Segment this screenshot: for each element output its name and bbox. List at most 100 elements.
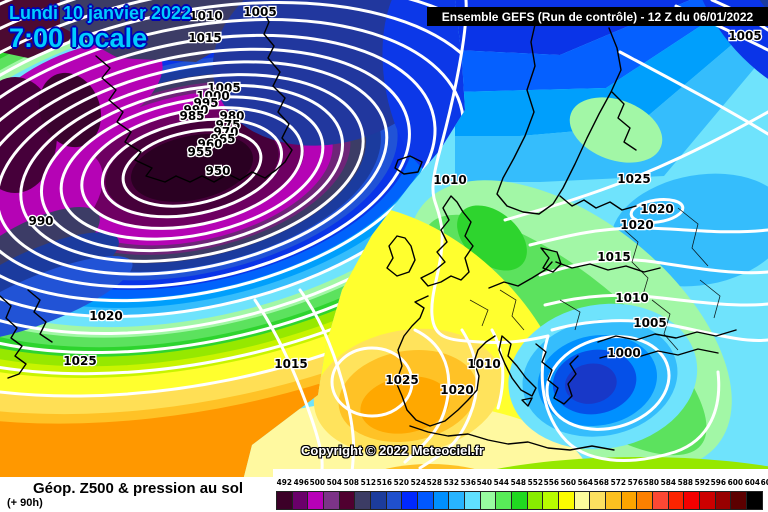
colorbar-value: 496: [293, 478, 309, 487]
pressure-label: 1025: [385, 373, 418, 387]
colorbar-value: 580: [644, 478, 660, 487]
pressure-label: 955: [187, 145, 212, 159]
product-legend-box: Géop. Z500 & pression au sol (+ 90h): [0, 477, 273, 512]
colorbar-value: 508: [343, 478, 359, 487]
colorbar-swatch: [465, 492, 481, 509]
pressure-label: 975: [215, 118, 240, 132]
pressure-label: 950: [205, 164, 230, 178]
pressure-label: 995: [193, 96, 218, 110]
colorbar-value: 528: [426, 478, 443, 487]
pressure-label: 1020: [620, 218, 653, 232]
run-info-text: Ensemble GEFS (Run de contrôle) - 12 Z d…: [441, 9, 754, 24]
colorbar-value: 516: [376, 478, 393, 487]
pressure-label: 980: [219, 109, 244, 123]
pressure-label: 990: [183, 103, 208, 117]
pressure-label: 1010: [467, 357, 500, 371]
colorbar-value: 524: [410, 478, 426, 487]
pressure-label: 1020: [89, 309, 122, 323]
colorbar-swatch: [308, 492, 325, 509]
colorbar-swatch: [324, 492, 340, 509]
colorbar-swatch: [747, 492, 762, 509]
colorbar-value: 540: [477, 478, 493, 487]
colorbar-value: 604: [744, 478, 760, 487]
pressure-label: 1015: [597, 250, 630, 264]
colorbar-value: 560: [560, 478, 576, 487]
colorbar-value: 572: [610, 478, 627, 487]
colorbar: 492 496 500 504 508 512 516 520 524 528 532 536 540 5…: [273, 469, 768, 512]
colorbar-swatch: [277, 492, 293, 509]
pressure-label: 1010: [433, 173, 466, 187]
country-borders: [469, 207, 721, 351]
pressure-label: 1025: [63, 354, 96, 368]
pressure-label: 1015: [274, 357, 307, 371]
colorbar-value: 596: [710, 478, 727, 487]
colorbar-swatch: [574, 492, 591, 509]
pressure-label: 1005: [728, 29, 761, 43]
pressure-label: 1020: [640, 202, 673, 216]
colorbar-value: 512: [360, 478, 376, 487]
colorbar-value: 544: [493, 478, 510, 487]
colorbar-value: 520: [393, 478, 409, 487]
colorbar-swatch: [621, 492, 638, 509]
colorbar-value: 504: [326, 478, 343, 487]
colorbar-swatch: [684, 492, 701, 509]
colorbar-swatch: [527, 492, 544, 509]
colorbar-value: 536: [460, 478, 476, 487]
colorbar-swatch: [715, 492, 732, 509]
colorbar-value: 608: [761, 478, 768, 487]
pressure-label: 1000: [607, 346, 640, 360]
colorbar-swatch: [386, 492, 403, 509]
pressure-label: 1010: [615, 291, 648, 305]
colorbar-value: 532: [443, 478, 460, 487]
pressure-label: 1025: [617, 172, 650, 186]
colorbar-swatch: [433, 492, 450, 509]
colorbar-swatch: [371, 492, 387, 509]
colorbar-value: 600: [727, 478, 744, 487]
colorbar-swatch: [339, 492, 356, 509]
colorbar-swatch: [355, 492, 372, 509]
pressure-label: 970: [213, 125, 238, 139]
colorbar-swatch: [590, 492, 607, 509]
colorbar-value: 568: [594, 478, 610, 487]
colorbar-value: 564: [577, 478, 593, 487]
valid-date-text: Lundi 10 janvier 2022: [9, 3, 192, 23]
pressure-label: 1010: [189, 9, 222, 23]
colorbar-swatch: [480, 492, 497, 509]
colorbar-value: 552: [527, 478, 543, 487]
colorbar-value: 592: [694, 478, 710, 487]
pressure-label: 1015: [188, 31, 221, 45]
colorbar-swatch: [668, 492, 685, 509]
pressure-label: 985: [179, 109, 204, 123]
colorbar-value: 500: [310, 478, 326, 487]
copyright-text: Copyright © 2022 Meteociel.fr: [301, 443, 484, 458]
colorbar-value: 576: [627, 478, 643, 487]
pressure-label: 1005: [207, 81, 240, 95]
pressure-label: 1005: [633, 316, 666, 330]
product-title: Géop. Z500 & pression au sol: [33, 480, 244, 497]
pressure-label: 1000: [196, 89, 229, 103]
colorbar-cells: [276, 491, 763, 510]
colorbar-swatch: [418, 492, 434, 509]
pressure-label: 965: [210, 132, 235, 146]
colorbar-labels: 492 496 500 504 508 512 516 520 524 528 532 536 540 5…: [276, 478, 768, 488]
colorbar-swatch: [559, 492, 575, 509]
colorbar-swatch: [496, 492, 513, 509]
pressure-label: 1005: [243, 5, 276, 19]
colorbar-swatch: [512, 492, 528, 509]
colorbar-swatch: [543, 492, 560, 509]
colorbar-swatch: [449, 492, 466, 509]
valid-time-text: 7:00 locale: [9, 22, 148, 53]
colorbar-value: 556: [543, 478, 560, 487]
pressure-label: 960: [197, 137, 222, 151]
colorbar-swatch: [700, 492, 716, 509]
colorbar-value: 548: [510, 478, 526, 487]
colorbar-swatch: [653, 492, 669, 509]
lead-time: (+ 90h): [7, 497, 43, 509]
valid-date-block: Lundi 10 janvier 2022 7:00 locale: [9, 3, 192, 53]
colorbar-swatch: [637, 492, 654, 509]
colorbar-swatch: [292, 492, 309, 509]
